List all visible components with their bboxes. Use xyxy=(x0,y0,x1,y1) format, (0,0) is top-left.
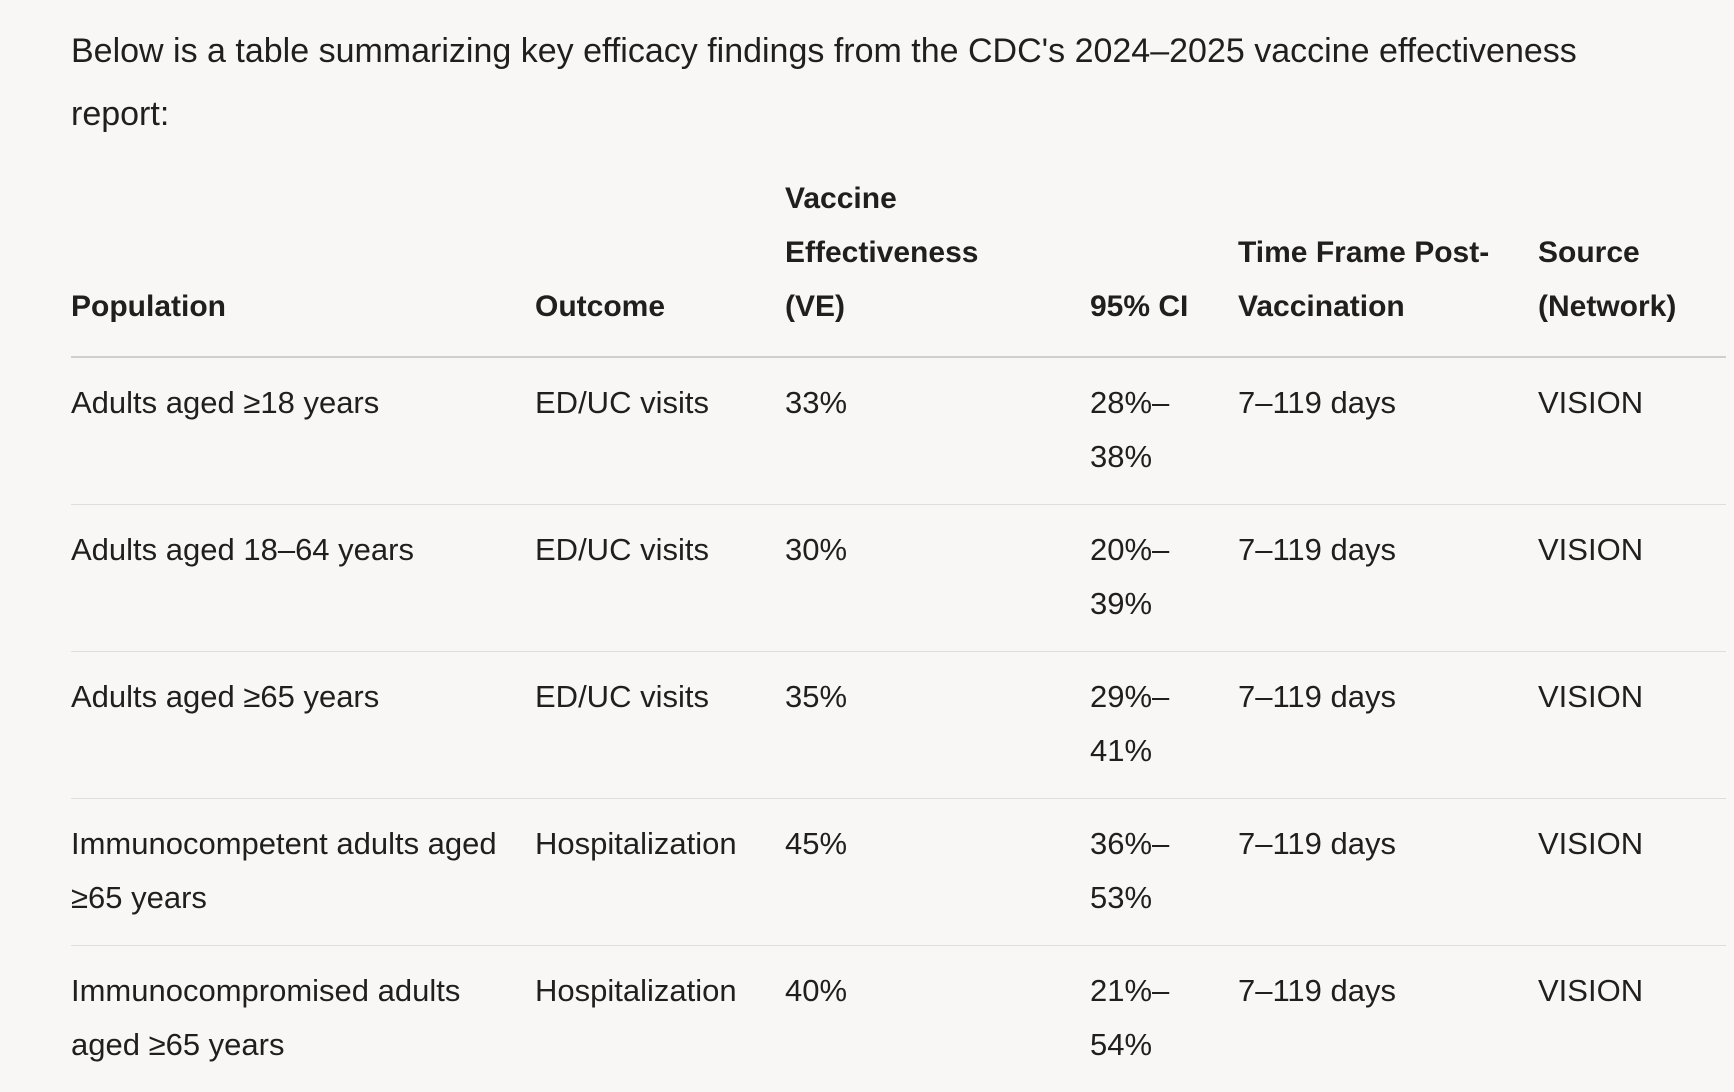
cell-ci: 36%–53% xyxy=(1090,799,1238,946)
cell-source: VISION xyxy=(1538,505,1726,652)
header-time-frame: Time Frame Post-Vaccination xyxy=(1238,172,1538,357)
cell-ci: 29%–41% xyxy=(1090,652,1238,799)
cell-outcome: ED/UC visits xyxy=(535,652,785,799)
cell-source: VISION xyxy=(1538,357,1726,505)
cell-time-frame: 7–119 days xyxy=(1238,505,1538,652)
document-content: Below is a table summarizing key efficac… xyxy=(71,20,1726,1092)
table-row: Immunocompetent adults aged ≥65 years Ho… xyxy=(71,799,1726,946)
cell-outcome: Hospitalization xyxy=(535,799,785,946)
intro-paragraph: Below is a table summarizing key efficac… xyxy=(71,20,1611,146)
cell-ci: 20%–39% xyxy=(1090,505,1238,652)
cell-time-frame: 7–119 days xyxy=(1238,946,1538,1092)
header-source: Source (Network) xyxy=(1538,172,1726,357)
cell-time-frame: 7–119 days xyxy=(1238,357,1538,505)
cell-ve: 35% xyxy=(785,652,1090,799)
cell-ve: 33% xyxy=(785,357,1090,505)
cell-population: Adults aged ≥65 years xyxy=(71,652,535,799)
cell-outcome: ED/UC visits xyxy=(535,357,785,505)
cell-population: Adults aged 18–64 years xyxy=(71,505,535,652)
cell-population: Immunocompetent adults aged ≥65 years xyxy=(71,799,535,946)
header-outcome: Outcome xyxy=(535,172,785,357)
cell-outcome: Hospitalization xyxy=(535,946,785,1092)
header-vaccine-effectiveness: Vaccine Effectiveness (VE) xyxy=(785,172,1090,357)
cell-time-frame: 7–119 days xyxy=(1238,799,1538,946)
table-row: Adults aged ≥18 years ED/UC visits 33% 2… xyxy=(71,357,1726,505)
header-ci: 95% CI xyxy=(1090,172,1238,357)
cell-source: VISION xyxy=(1538,946,1726,1092)
cell-ve: 45% xyxy=(785,799,1090,946)
table-row: Immunocompromised adults aged ≥65 years … xyxy=(71,946,1726,1092)
cell-population: Adults aged ≥18 years xyxy=(71,357,535,505)
cell-ve: 30% xyxy=(785,505,1090,652)
cell-ci: 28%–38% xyxy=(1090,357,1238,505)
table-header-row: Population Outcome Vaccine Effectiveness… xyxy=(71,172,1726,357)
cell-time-frame: 7–119 days xyxy=(1238,652,1538,799)
cell-ve: 40% xyxy=(785,946,1090,1092)
cell-outcome: ED/UC visits xyxy=(535,505,785,652)
table-row: Adults aged ≥65 years ED/UC visits 35% 2… xyxy=(71,652,1726,799)
cell-source: VISION xyxy=(1538,652,1726,799)
header-population: Population xyxy=(71,172,535,357)
cell-ci: 21%–54% xyxy=(1090,946,1238,1092)
efficacy-table: Population Outcome Vaccine Effectiveness… xyxy=(71,172,1726,1092)
table-row: Adults aged 18–64 years ED/UC visits 30%… xyxy=(71,505,1726,652)
cell-source: VISION xyxy=(1538,799,1726,946)
cell-population: Immunocompromised adults aged ≥65 years xyxy=(71,946,535,1092)
